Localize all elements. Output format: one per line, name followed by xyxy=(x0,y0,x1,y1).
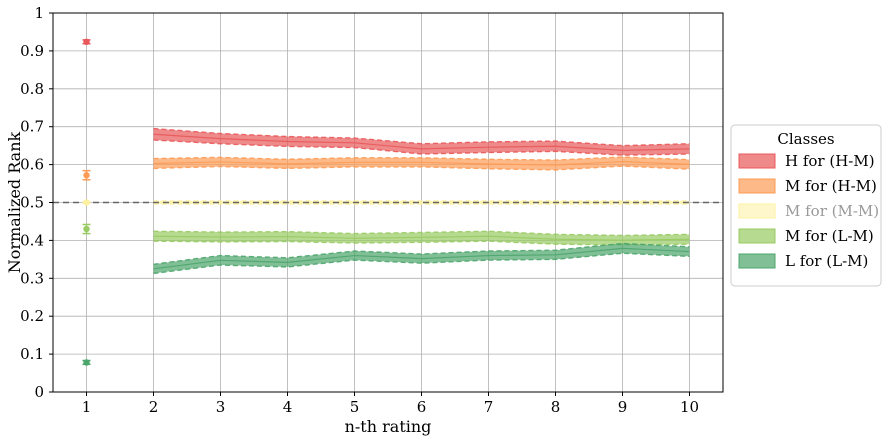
first-point-marker xyxy=(83,225,90,233)
y-tick-label: 0.9 xyxy=(20,42,44,60)
x-axis-ticks: 1 2 3 4 5 6 7 8 9 10 xyxy=(82,392,699,416)
y-axis-label: Normalized Rank xyxy=(5,131,24,273)
y-tick-label: 0.5 xyxy=(20,194,44,212)
x-axis-label: n-th rating xyxy=(345,417,432,436)
y-tick-label: 0.4 xyxy=(20,231,44,249)
legend-items: H for (H-M) M for (H-M) M for (M-M) M for (… xyxy=(738,152,879,270)
legend: Classes H for (H-M) M for (H-M) M for (M-M… xyxy=(730,124,882,287)
legend-label: M for (L-M) xyxy=(785,227,874,245)
series-upper-edge xyxy=(153,230,690,237)
x-tick-label: 5 xyxy=(350,398,360,416)
first-point-marker xyxy=(83,199,90,206)
series-mean-line xyxy=(153,247,690,270)
x-tick-label: 4 xyxy=(283,398,293,416)
x-tick-label: 8 xyxy=(551,398,561,416)
x-tick-label: 3 xyxy=(216,398,226,416)
y-tick-label: 0.7 xyxy=(20,118,44,136)
series-band xyxy=(153,128,690,156)
y-axis-ticks: 0 0.1 0.2 0.3 0.4 0.5 0.6 0.7 0.8 0.9 1 xyxy=(20,4,53,401)
legend-swatch xyxy=(738,203,776,219)
y-tick-label: 0.2 xyxy=(20,307,44,325)
legend-label: M for (H-M) xyxy=(785,177,877,195)
series-lower-edge xyxy=(153,252,690,275)
legend-title: Classes xyxy=(777,130,834,148)
y-tick-label: 0 xyxy=(34,383,44,401)
first-rating-points xyxy=(82,38,91,366)
legend-swatch xyxy=(738,153,776,169)
series-upper-edge xyxy=(153,242,690,265)
y-tick-label: 1 xyxy=(34,4,44,22)
x-tick-label: 7 xyxy=(484,398,494,416)
series-lower-edge xyxy=(153,240,690,246)
y-tick-label: 0.8 xyxy=(20,80,44,98)
legend-swatch xyxy=(738,228,776,244)
x-tick-label: 10 xyxy=(680,398,699,416)
x-tick-label: 2 xyxy=(149,398,159,416)
y-tick-label: 0.3 xyxy=(20,269,44,287)
series-upper-edge xyxy=(153,156,690,161)
x-tick-label: 9 xyxy=(618,398,628,416)
series-mean-line xyxy=(153,133,690,151)
series-bands xyxy=(153,127,690,275)
legend-label: L for (L-M) xyxy=(785,252,868,270)
first-point-marker xyxy=(83,38,90,46)
x-tick-label: 6 xyxy=(417,398,427,416)
first-point-marker xyxy=(83,359,90,366)
legend-swatch xyxy=(738,253,776,269)
y-tick-label: 0.1 xyxy=(20,345,44,363)
series-mean-line xyxy=(153,235,690,241)
legend-label: H for (H-M) xyxy=(785,152,875,170)
series-mean-line xyxy=(153,160,690,166)
first-point-marker xyxy=(83,172,90,179)
series-lower-edge xyxy=(153,139,690,156)
x-tick-label: 1 xyxy=(82,398,92,416)
legend-swatch xyxy=(738,178,776,194)
series-upper-edge xyxy=(153,127,690,147)
series-lower-edge xyxy=(153,165,690,171)
y-tick-label: 0.6 xyxy=(20,156,44,174)
legend-label: M for (M-M) xyxy=(785,202,879,220)
